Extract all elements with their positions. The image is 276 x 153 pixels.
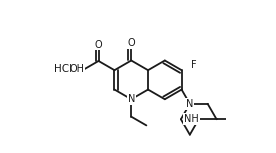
Text: NH: NH — [184, 114, 199, 124]
Text: N: N — [186, 99, 193, 109]
Text: F: F — [191, 60, 197, 70]
Text: OH: OH — [69, 64, 84, 74]
Text: O: O — [128, 38, 135, 48]
Text: HCl: HCl — [54, 64, 73, 74]
Text: O: O — [95, 39, 102, 50]
Text: N: N — [128, 94, 135, 104]
